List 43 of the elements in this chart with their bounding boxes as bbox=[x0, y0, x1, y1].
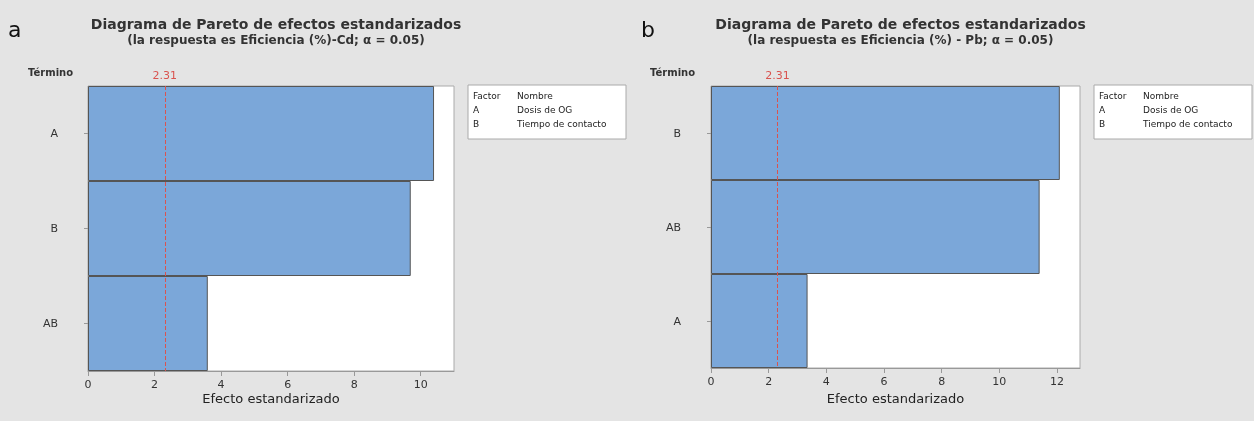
text: Dosis de OG bbox=[1143, 104, 1199, 115]
text: Tiempo de contacto bbox=[1142, 118, 1233, 129]
ref-line-label: 2.31 bbox=[152, 69, 178, 82]
text: A bbox=[1099, 104, 1106, 115]
x-axis-title: Efecto estandarizado bbox=[826, 391, 965, 406]
y-axis-title: Término bbox=[650, 66, 696, 78]
text: Nombre bbox=[517, 90, 554, 101]
x-tick-label: 10 bbox=[992, 375, 1007, 388]
x-tick-label: 4 bbox=[822, 375, 830, 388]
chart-title: Diagrama de Pareto de efectos estandarizados bbox=[90, 16, 462, 32]
text: Dosis de OG bbox=[517, 104, 573, 115]
chart-subtitle: (la respuesta es Eficiencia (%) - Pb; α = 0.05) bbox=[747, 33, 1054, 47]
x-tick-label: 6 bbox=[880, 375, 888, 388]
text: a bbox=[8, 16, 22, 42]
y-tick-label: A bbox=[50, 127, 59, 140]
x-tick-label: 2 bbox=[151, 378, 159, 391]
x-axis-title: Efecto estandarizado bbox=[202, 391, 340, 406]
text: Factor bbox=[473, 90, 501, 101]
y-tick-label: AB bbox=[42, 317, 58, 330]
text: Tiempo de contacto bbox=[516, 118, 607, 129]
text: Nombre bbox=[1143, 90, 1180, 101]
text: A bbox=[473, 104, 480, 115]
x-tick-label: 8 bbox=[350, 378, 358, 391]
chart-title: Diagrama de Pareto de efectos estandarizados bbox=[715, 16, 1086, 32]
y-axis-title: Término bbox=[28, 66, 74, 78]
x-tick-label: 2 bbox=[765, 375, 773, 388]
x-tick-label: 0 bbox=[84, 378, 92, 391]
chart-subtitle: (la respuesta es Eficiencia (%)-Cd; α = 0.05) bbox=[127, 33, 425, 47]
x-tick-label: 8 bbox=[938, 375, 946, 388]
text: B bbox=[473, 118, 480, 129]
x-tick-label: 6 bbox=[284, 378, 292, 391]
x-tick-label: 10 bbox=[413, 378, 428, 391]
y-tick-label: B bbox=[673, 126, 681, 140]
y-tick-label: B bbox=[50, 222, 58, 235]
y-tick-label: AB bbox=[665, 220, 681, 234]
x-tick-label: 0 bbox=[707, 375, 715, 388]
text: B bbox=[1099, 118, 1106, 129]
text: b bbox=[641, 16, 655, 42]
y-tick-label: A bbox=[673, 314, 682, 328]
text: Factor bbox=[1099, 90, 1127, 101]
x-tick-label: 4 bbox=[217, 378, 225, 391]
ref-line-label: 2.31 bbox=[765, 69, 790, 82]
x-tick-label: 12 bbox=[1049, 375, 1064, 388]
